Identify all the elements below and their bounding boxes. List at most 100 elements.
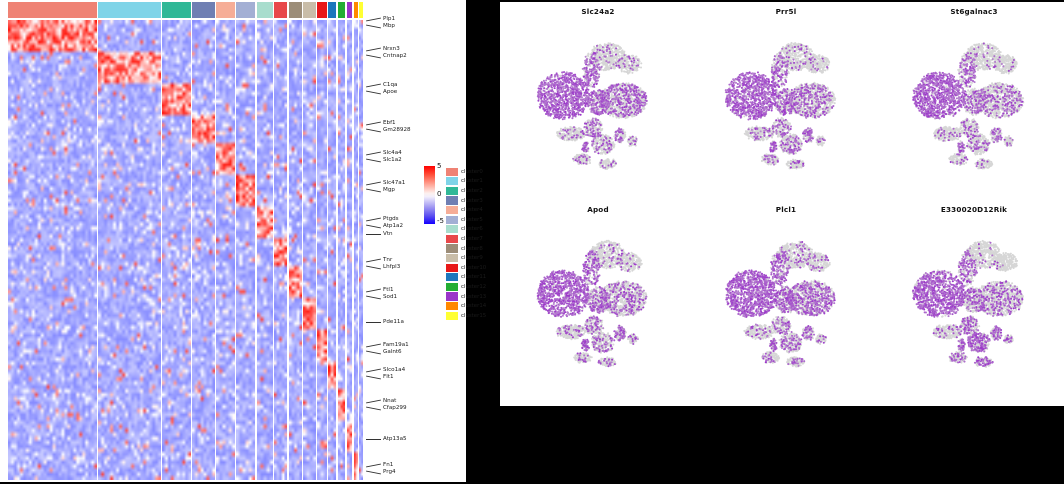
cluster-legend-label: cluster11 bbox=[461, 274, 487, 281]
cluster-legend-item-5[interactable]: cluster5 bbox=[446, 215, 486, 225]
gene-label-plp1: Plp1 bbox=[383, 16, 396, 22]
gene-label-sod1: Sod1 bbox=[383, 294, 398, 300]
gene-label-flt1: Flt1 bbox=[383, 374, 394, 380]
cluster-legend-item-11[interactable]: cluster11 bbox=[446, 273, 486, 283]
cluster-anno-cluster10 bbox=[317, 2, 327, 18]
gene-leader-line bbox=[366, 90, 381, 95]
heatmap-column-block-cluster14 bbox=[353, 20, 358, 480]
cluster-anno-cluster11 bbox=[327, 2, 337, 18]
gene-label-gm28928: Gm28928 bbox=[383, 127, 411, 133]
gene-label-ebf1: Ebf1 bbox=[383, 120, 396, 126]
cluster-legend-label: cluster12 bbox=[461, 283, 487, 290]
heatmap-column-block-cluster0 bbox=[8, 20, 97, 480]
cluster-legend-label: cluster2 bbox=[461, 187, 483, 194]
umap-panel: Slc24a2 Prr5l St6galnac3 Apod Plcl1 E330020D1… bbox=[500, 2, 1064, 406]
cluster-legend-label: cluster1 bbox=[461, 178, 483, 185]
gene-label-atp13a5: Atp13a5 bbox=[383, 436, 407, 442]
gene-label-vtn: Vtn bbox=[383, 231, 393, 237]
umap-scatter-canvas bbox=[692, 216, 880, 396]
gene-label-galnt6: Galnt6 bbox=[383, 349, 402, 355]
cluster-legend-item-15[interactable]: cluster15 bbox=[446, 311, 486, 321]
cluster-legend-item-9[interactable]: cluster9 bbox=[446, 253, 486, 263]
heatmap-column-block-cluster13 bbox=[346, 20, 353, 480]
cluster-legend-swatch bbox=[446, 196, 458, 205]
expression-colorbar bbox=[424, 166, 435, 224]
umap-panel-st6galnac3: St6galnac3 bbox=[880, 4, 1064, 200]
cluster-legend-label: cluster7 bbox=[461, 235, 483, 242]
colorbar-max-tick: 5 bbox=[437, 162, 442, 170]
cluster-legend-swatch bbox=[446, 273, 458, 282]
cluster-anno-cluster6 bbox=[256, 2, 273, 18]
cluster-legend-item-0[interactable]: cluster0 bbox=[446, 167, 486, 177]
cluster-legend-swatch bbox=[446, 263, 458, 272]
cluster-legend-item-13[interactable]: cluster13 bbox=[446, 292, 486, 302]
gene-label-group: Plp1 Mbp Nrxn3 Cntnap2 C1qa Apoe Ebf1 Gm28928 Sl… bbox=[364, 0, 466, 482]
gene-leader-line bbox=[366, 470, 381, 475]
gene-leader-line bbox=[366, 234, 381, 235]
gene-label-c1qa: C1qa bbox=[383, 82, 398, 88]
cluster-legend-item-1[interactable]: cluster1 bbox=[446, 177, 486, 187]
gene-label-pde11a: Pde11a bbox=[383, 319, 404, 325]
gene-label-tnr: Tnr bbox=[383, 257, 393, 263]
gene-label-prg4: Prg4 bbox=[383, 469, 396, 475]
gene-label-slco1a4: Slco1a4 bbox=[383, 367, 406, 373]
cluster-legend-item-4[interactable]: cluster4 bbox=[446, 205, 486, 215]
gene-label-mbp: Mbp bbox=[383, 23, 395, 29]
gene-label-fam19a1: Fam19a1 bbox=[383, 342, 409, 348]
cluster-legend-swatch bbox=[446, 186, 458, 196]
heatmap-column-block-cluster1 bbox=[98, 20, 161, 480]
umap-panel-apod: Apod bbox=[504, 202, 692, 398]
cluster-legend-item-8[interactable]: cluster8 bbox=[446, 244, 486, 254]
heatmap-column-block-cluster2 bbox=[162, 20, 191, 480]
cluster-legend-label: cluster10 bbox=[461, 264, 487, 271]
heatmap-matrix bbox=[8, 20, 363, 480]
umap-panel-plcl1: Plcl1 bbox=[692, 202, 880, 398]
cluster-legend-item-2[interactable]: cluster2 bbox=[446, 186, 486, 196]
cluster-legend-item-12[interactable]: cluster12 bbox=[446, 282, 486, 292]
gene-label-cntnap2: Cntnap2 bbox=[383, 53, 407, 59]
heatmap-panel: Plp1 Mbp Nrxn3 Cntnap2 C1qa Apoe Ebf1 Gm28928 Sl… bbox=[0, 0, 486, 482]
gene-label-cfap299: Cfap299 bbox=[383, 405, 407, 411]
gene-leader-line bbox=[366, 181, 381, 186]
umap-scatter-canvas bbox=[880, 216, 1064, 396]
gene-leader-line bbox=[366, 151, 381, 156]
gene-leader-line bbox=[366, 54, 381, 59]
gene-leader-line bbox=[366, 128, 381, 133]
cluster-legend-item-6[interactable]: cluster6 bbox=[446, 225, 486, 235]
heatmap-column-block-cluster9 bbox=[303, 20, 316, 480]
cluster-legend-swatch bbox=[446, 177, 458, 186]
cluster-anno-cluster12 bbox=[337, 2, 346, 18]
cluster-anno-cluster9 bbox=[303, 2, 316, 18]
gene-label-atp1a2: Atp1a2 bbox=[383, 223, 404, 229]
gene-leader-line bbox=[366, 375, 381, 380]
gene-label-ftl1: Ftl1 bbox=[383, 287, 394, 293]
cluster-legend-swatch bbox=[446, 206, 458, 215]
gene-leader-line bbox=[366, 406, 381, 411]
cluster-anno-cluster15 bbox=[358, 2, 363, 18]
cluster-legend-swatch bbox=[446, 215, 458, 224]
cluster-anno-cluster5 bbox=[236, 2, 256, 18]
cluster-legend-item-7[interactable]: cluster7 bbox=[446, 234, 486, 244]
cluster-legend-label: cluster9 bbox=[461, 255, 483, 262]
umap-panel-title: St6galnac3 bbox=[950, 7, 998, 16]
umap-panel-e330020d12rik: E330020D12Rik bbox=[880, 202, 1064, 398]
gene-label-nnat: Nnat bbox=[383, 398, 397, 404]
gene-leader-line bbox=[366, 17, 381, 22]
cluster-legend-label: cluster0 bbox=[461, 168, 483, 175]
cluster-legend-label: cluster8 bbox=[461, 245, 483, 252]
cluster-anno-cluster0 bbox=[8, 2, 97, 18]
gene-leader-line bbox=[366, 295, 381, 300]
cluster-legend-item-10[interactable]: cluster10 bbox=[446, 263, 486, 273]
cluster-legend-item-3[interactable]: cluster3 bbox=[446, 196, 486, 206]
gene-label-ptgds: Ptgds bbox=[383, 216, 399, 222]
gene-leader-line bbox=[366, 265, 381, 270]
cluster-legend-swatch bbox=[446, 311, 458, 320]
gene-leader-line bbox=[366, 24, 381, 29]
heatmap-column-block-cluster6 bbox=[256, 20, 273, 480]
gene-label-lhfpl3: Lhfpl3 bbox=[383, 264, 401, 270]
gene-label-slc4a4: Slc4a4 bbox=[383, 150, 402, 156]
gene-label-mgp: Mgp bbox=[383, 187, 395, 193]
cluster-legend-item-14[interactable]: cluster14 bbox=[446, 301, 486, 311]
umap-panel-title: Plcl1 bbox=[775, 205, 797, 214]
